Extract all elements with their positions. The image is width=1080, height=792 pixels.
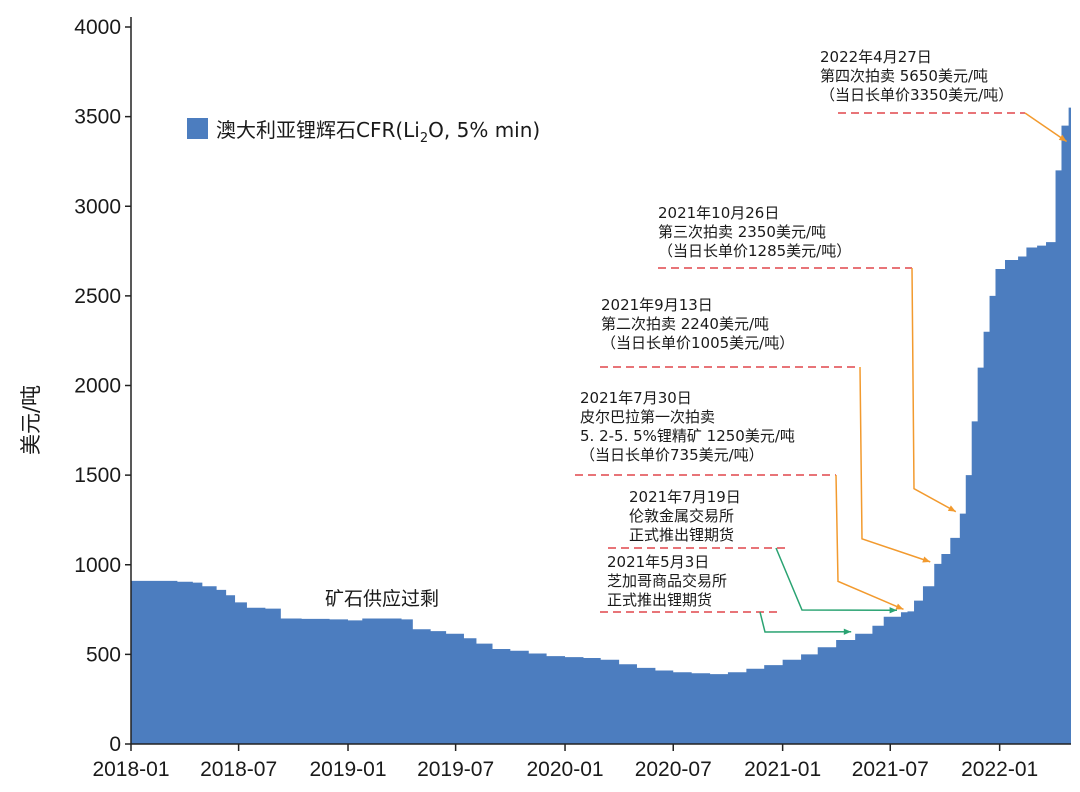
annotation-text: 第二次拍卖 2240美元/吨 <box>601 315 769 333</box>
annotation-arrowhead <box>889 607 897 614</box>
x-tick-label: 2021-07 <box>852 758 929 781</box>
annotation-text: 2022年4月27日 <box>820 48 932 66</box>
y-tick-label: 4000 <box>74 16 121 39</box>
y-axis-label: 美元/吨 <box>19 385 43 455</box>
annotation-text: 正式推出锂期货 <box>607 591 712 609</box>
annotation-leader <box>911 267 957 513</box>
series-area-0 <box>131 98 1071 744</box>
annotations: 2021年5月3日芝加哥商品交易所正式推出锂期货2021年7月19日伦敦金属交易… <box>575 48 1068 635</box>
y-tick-label: 3000 <box>74 195 121 218</box>
y-tick-label: 2500 <box>74 285 121 308</box>
annotation-text: （当日长单价3350美元/吨） <box>820 86 1013 104</box>
y-tick-label: 2000 <box>74 375 121 398</box>
annotation-arrowhead <box>947 505 956 512</box>
annotation-text: 2021年9月13日 <box>601 296 713 314</box>
annotation-text: 正式推出锂期货 <box>629 526 734 544</box>
annotation-text: 2021年7月30日 <box>580 389 692 407</box>
legend-swatch <box>187 118 208 139</box>
x-tick-label: 2019-01 <box>309 758 386 781</box>
annotation-text: 2021年5月3日 <box>607 553 709 571</box>
annotation-text: 皮尔巴拉第一次拍卖 <box>580 408 715 426</box>
x-tick-label: 2018-01 <box>92 758 169 781</box>
annotation-arrowhead <box>922 556 931 563</box>
annotation-arrowhead <box>895 603 904 610</box>
x-tick-label: 2019-07 <box>417 758 494 781</box>
annotation-text: 2021年10月26日 <box>658 204 779 222</box>
annotation-text: （当日长单价1005美元/吨） <box>601 334 794 352</box>
annotation-text: 伦敦金属交易所 <box>629 507 734 525</box>
y-tick-label: 1000 <box>74 554 121 577</box>
x-tick-label: 2021-01 <box>744 758 821 781</box>
x-tick-label: 2022-01 <box>961 758 1038 781</box>
annotation-leader <box>775 547 897 612</box>
legend: 澳大利亚锂辉石CFR(Li2O, 5% min) <box>187 118 540 146</box>
y-tick-label: 0 <box>109 733 121 756</box>
annotation-leader <box>759 611 852 633</box>
x-tick-label: 2018-07 <box>200 758 277 781</box>
annotation-arrowhead <box>1058 134 1067 142</box>
annotation-leader <box>1024 112 1068 143</box>
annotation-arrowhead <box>843 628 852 635</box>
legend-label: 澳大利亚锂辉石CFR(Li2O, 5% min) <box>216 118 540 146</box>
y-tick-label: 500 <box>86 643 121 666</box>
annotation-text: 第四次拍卖 5650美元/吨 <box>820 67 988 85</box>
price-area-layer <box>131 98 1071 744</box>
annotation-leader <box>835 474 904 611</box>
oversupply-label: 矿石供应过剩 <box>325 588 439 610</box>
annotation-text: （当日长单价1285美元/吨） <box>658 242 851 260</box>
annotation-text: 芝加哥商品交易所 <box>607 572 727 590</box>
annotation-leader <box>859 366 931 563</box>
y-tick-label: 1500 <box>74 464 121 487</box>
annotation-text: （当日长单价735美元/吨） <box>580 446 764 464</box>
axes: 0 500 1000 1500 2000 2500 3000 3500 4000 2018-01 2… <box>74 16 1071 781</box>
y-tick-label: 3500 <box>74 106 121 129</box>
x-tick-label: 2020-01 <box>526 758 603 781</box>
x-tick-label: 2020-07 <box>635 758 712 781</box>
annotation-text: 第三次拍卖 2350美元/吨 <box>658 223 826 241</box>
annotation-text: 2021年7月19日 <box>629 488 741 506</box>
annotation-text: 5. 2-5. 5%锂精矿 1250美元/吨 <box>580 427 795 445</box>
